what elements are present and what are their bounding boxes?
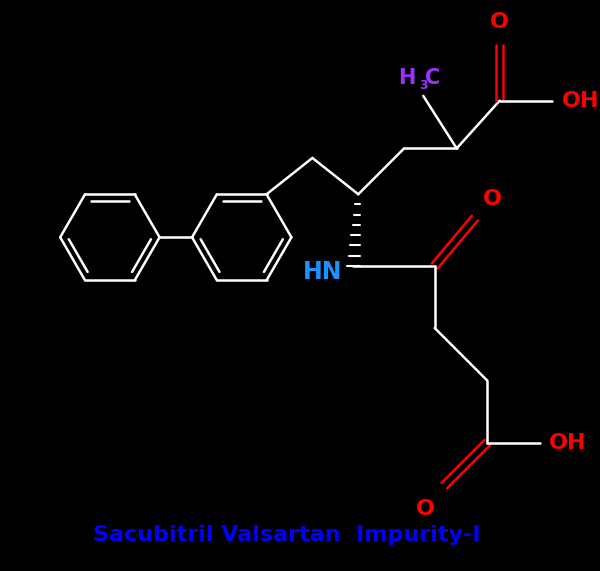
Text: C: C xyxy=(425,68,440,88)
Text: O: O xyxy=(482,188,502,208)
Text: OH: OH xyxy=(550,433,587,453)
Text: HN: HN xyxy=(302,260,342,284)
Text: 3: 3 xyxy=(419,79,428,92)
Text: Sacubitril Valsartan  Impurity-I: Sacubitril Valsartan Impurity-I xyxy=(93,525,481,545)
Text: O: O xyxy=(490,12,509,32)
Text: OH: OH xyxy=(562,91,599,111)
Text: H: H xyxy=(398,68,416,88)
Text: O: O xyxy=(416,499,435,519)
